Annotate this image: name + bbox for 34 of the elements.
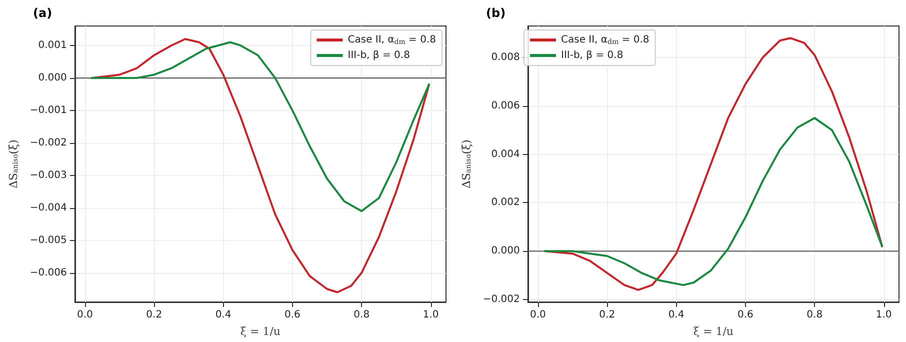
x-tick-label: 0.2 [146, 310, 162, 320]
line-series [544, 117, 884, 286]
y-tick-label: 0.004 [491, 148, 520, 160]
y-tick-label: −0.002 [30, 137, 67, 148]
x-tick-label: 0.6 [737, 310, 754, 320]
y-tick-label: 0.001 [38, 40, 67, 51]
x-tick-label: 0.4 [215, 310, 232, 320]
x-tick-label: 0.0 [530, 310, 546, 320]
chart-title: (b) [486, 6, 506, 20]
y-tick-label: 0.000 [38, 72, 67, 84]
x-tick-label: 0.8 [354, 310, 370, 320]
y-tick-label: 0.002 [491, 197, 520, 208]
y-tick-label: −0.002 [482, 294, 520, 306]
x-tick-label: 0.0 [76, 310, 93, 320]
x-tick-label: 0.8 [806, 310, 823, 320]
line-series [544, 37, 884, 291]
legend-label: III-b, β = 0.8 [561, 50, 624, 61]
chart-title: (a) [33, 6, 52, 20]
x-axis-title: ξ = 1/u [240, 325, 280, 338]
x-tick-label: 0.6 [284, 310, 300, 320]
x-tick-label: 1.0 [876, 310, 892, 320]
y-tick-label: −0.003 [30, 170, 67, 181]
y-tick-label: 0.000 [491, 246, 520, 257]
y-tick-label: −0.004 [30, 202, 67, 214]
x-tick-label: 1.0 [422, 310, 439, 320]
x-tick-label: 0.2 [599, 310, 616, 320]
y-tick-label: 0.006 [491, 100, 520, 112]
x-axis-title: ξ = 1/u [693, 325, 734, 338]
legend-label: III-b, β = 0.8 [348, 50, 410, 61]
x-tick-label: 0.4 [668, 310, 684, 320]
y-tick-label: −0.005 [30, 234, 67, 246]
y-tick-label: −0.006 [30, 267, 67, 278]
y-tick-label: −0.001 [30, 104, 67, 116]
y-tick-label: 0.008 [491, 52, 520, 63]
